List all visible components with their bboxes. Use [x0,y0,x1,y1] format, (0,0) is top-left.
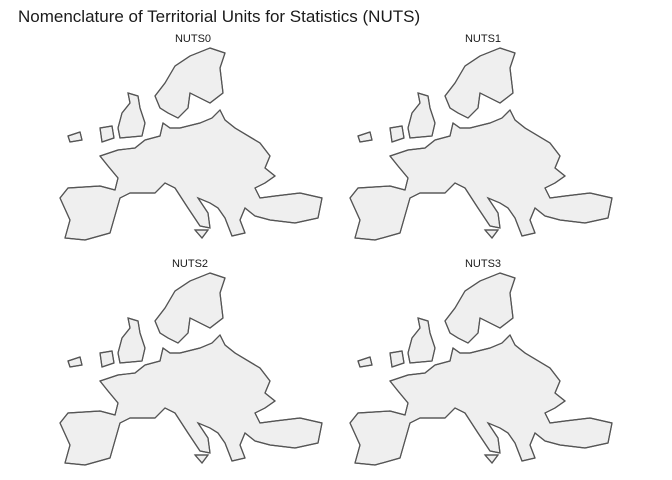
map-panel [59,47,323,241]
panel-label: NUTS2 [172,258,208,270]
panel-label: NUTS1 [465,33,501,45]
land [349,272,613,466]
panel-label: NUTS0 [175,33,211,45]
land [59,47,323,241]
land [59,272,323,466]
map-panel [349,47,613,241]
chart-title: Nomenclature of Territorial Units for St… [18,7,420,26]
map-panel [59,272,323,466]
panel-label: NUTS3 [465,258,501,270]
land [349,47,613,241]
map-panel [349,272,613,466]
